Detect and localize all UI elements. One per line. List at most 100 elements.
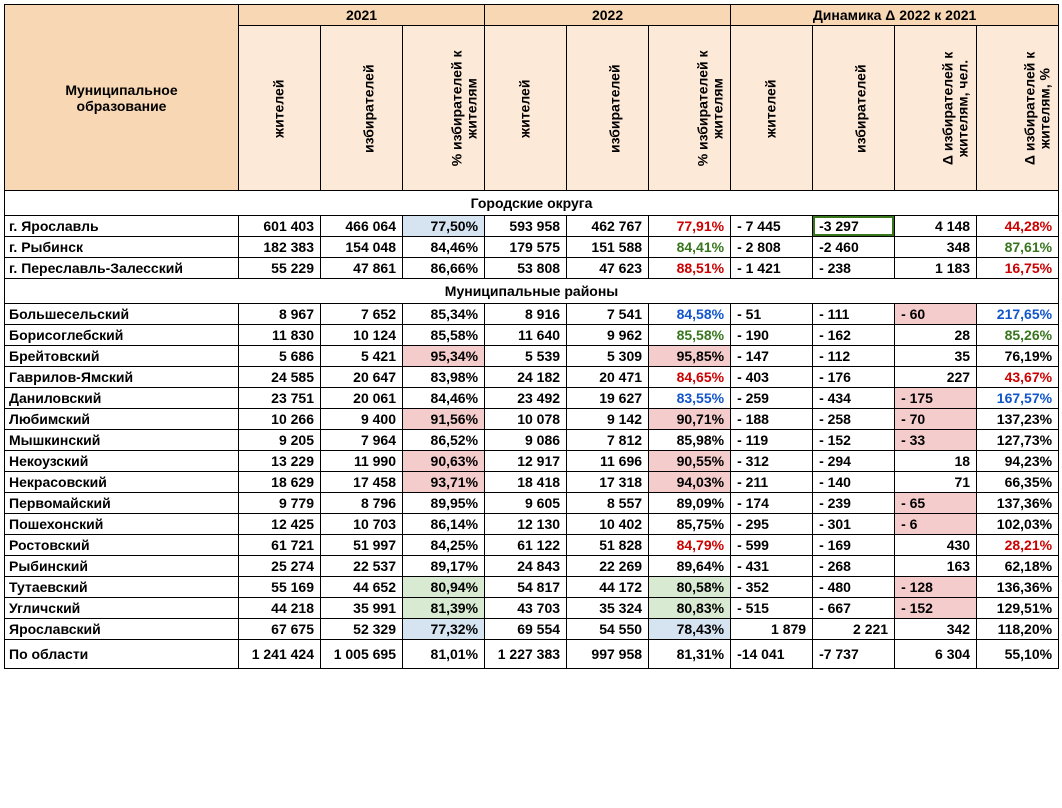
cell: 24 182 — [485, 367, 567, 388]
cell: - 119 — [731, 430, 813, 451]
cell: 35 991 — [321, 598, 403, 619]
cell: 84,25% — [403, 535, 485, 556]
cell: 80,58% — [649, 577, 731, 598]
cell: 81,39% — [403, 598, 485, 619]
cell: 54 817 — [485, 577, 567, 598]
voter-table: Муниципальное образование 2021 2022 Дина… — [4, 4, 1059, 669]
cell: 20 061 — [321, 388, 403, 409]
municipality-name: Гаврилов-Ямский — [5, 367, 239, 388]
cell: 85,34% — [403, 304, 485, 325]
cell: 28 — [895, 325, 977, 346]
municipality-name: Тутаевский — [5, 577, 239, 598]
hdr-2021: 2021 — [239, 5, 485, 26]
cell: 151 588 — [567, 237, 649, 258]
cell: - 403 — [731, 367, 813, 388]
cell: - 140 — [813, 472, 895, 493]
cell: 13 229 — [239, 451, 321, 472]
cell: 94,23% — [977, 451, 1059, 472]
cell: 167,57% — [977, 388, 1059, 409]
table-row: Мышкинский9 2057 96486,52%9 0867 81285,9… — [5, 430, 1059, 451]
cell: - 312 — [731, 451, 813, 472]
section-districts: Муниципальные районы — [5, 279, 1059, 304]
cell: 11 830 — [239, 325, 321, 346]
cell: - 599 — [731, 535, 813, 556]
cell: 17 458 — [321, 472, 403, 493]
cell: - 6 — [895, 514, 977, 535]
cell: 25 274 — [239, 556, 321, 577]
cell: 20 647 — [321, 367, 403, 388]
cell: - 33 — [895, 430, 977, 451]
cell: 85,58% — [403, 325, 485, 346]
cell: 342 — [895, 619, 977, 640]
cell: - 128 — [895, 577, 977, 598]
cell: - 1 421 — [731, 258, 813, 279]
table-row: Брейтовский5 6865 42195,34%5 5395 30995,… — [5, 346, 1059, 367]
cell: 227 — [895, 367, 977, 388]
cell: 95,85% — [649, 346, 731, 367]
cell: - 152 — [813, 430, 895, 451]
cell: 23 492 — [485, 388, 567, 409]
cell: - 162 — [813, 325, 895, 346]
cell: 10 402 — [567, 514, 649, 535]
cell: 94,03% — [649, 472, 731, 493]
cell: - 7 445 — [731, 216, 813, 237]
cell: 90,71% — [649, 409, 731, 430]
cell: 44 172 — [567, 577, 649, 598]
cell: 136,36% — [977, 577, 1059, 598]
cell: 91,56% — [403, 409, 485, 430]
cell: - 294 — [813, 451, 895, 472]
cell: 80,94% — [403, 577, 485, 598]
municipality-name: Ростовский — [5, 535, 239, 556]
table-row: Тутаевский55 16944 65280,94%54 81744 172… — [5, 577, 1059, 598]
municipality-name: Угличский — [5, 598, 239, 619]
cell: 8 916 — [485, 304, 567, 325]
cell: 1 183 — [895, 258, 977, 279]
table-body: Городские округаг. Ярославль601 403466 0… — [5, 191, 1059, 669]
cell: 69 554 — [485, 619, 567, 640]
table-row: Большесельский8 9677 65285,34%8 9167 541… — [5, 304, 1059, 325]
cell: 84,46% — [403, 388, 485, 409]
cell: 43,67% — [977, 367, 1059, 388]
cell: 7 812 — [567, 430, 649, 451]
cell: 19 627 — [567, 388, 649, 409]
municipality-name: Пошехонский — [5, 514, 239, 535]
cell: - 434 — [813, 388, 895, 409]
cell: 11 696 — [567, 451, 649, 472]
cell: 83,55% — [649, 388, 731, 409]
hdr-2021-voters: избирателей — [321, 26, 403, 191]
cell: 22 537 — [321, 556, 403, 577]
cell: 11 640 — [485, 325, 567, 346]
cell: 24 585 — [239, 367, 321, 388]
cell: 11 990 — [321, 451, 403, 472]
table-header: Муниципальное образование 2021 2022 Дина… — [5, 5, 1059, 191]
cell: 137,36% — [977, 493, 1059, 514]
municipality-name: г. Рыбинск — [5, 237, 239, 258]
cell: 55 169 — [239, 577, 321, 598]
cell: 77,50% — [403, 216, 485, 237]
hdr-2022: 2022 — [485, 5, 731, 26]
cell: 85,26% — [977, 325, 1059, 346]
table-row: г. Рыбинск182 383154 04884,46%179 575151… — [5, 237, 1059, 258]
cell: - 60 — [895, 304, 977, 325]
cell: - 352 — [731, 577, 813, 598]
cell: 89,64% — [649, 556, 731, 577]
cell: - 51 — [731, 304, 813, 325]
cell: 35 — [895, 346, 977, 367]
cell: 85,98% — [649, 430, 731, 451]
cell: 89,09% — [649, 493, 731, 514]
cell: 51 997 — [321, 535, 403, 556]
cell: 18 629 — [239, 472, 321, 493]
cell: 430 — [895, 535, 977, 556]
cell: - 175 — [895, 388, 977, 409]
cell: 7 541 — [567, 304, 649, 325]
cell: 7 964 — [321, 430, 403, 451]
cell: - 431 — [731, 556, 813, 577]
cell: 1 241 424 — [239, 640, 321, 669]
hdr-d-pct-abs: Δ избирателей к жителям, чел. — [895, 26, 977, 191]
cell: 80,83% — [649, 598, 731, 619]
cell: 93,71% — [403, 472, 485, 493]
cell: 44,28% — [977, 216, 1059, 237]
cell: - 111 — [813, 304, 895, 325]
cell: - 667 — [813, 598, 895, 619]
cell: 90,63% — [403, 451, 485, 472]
